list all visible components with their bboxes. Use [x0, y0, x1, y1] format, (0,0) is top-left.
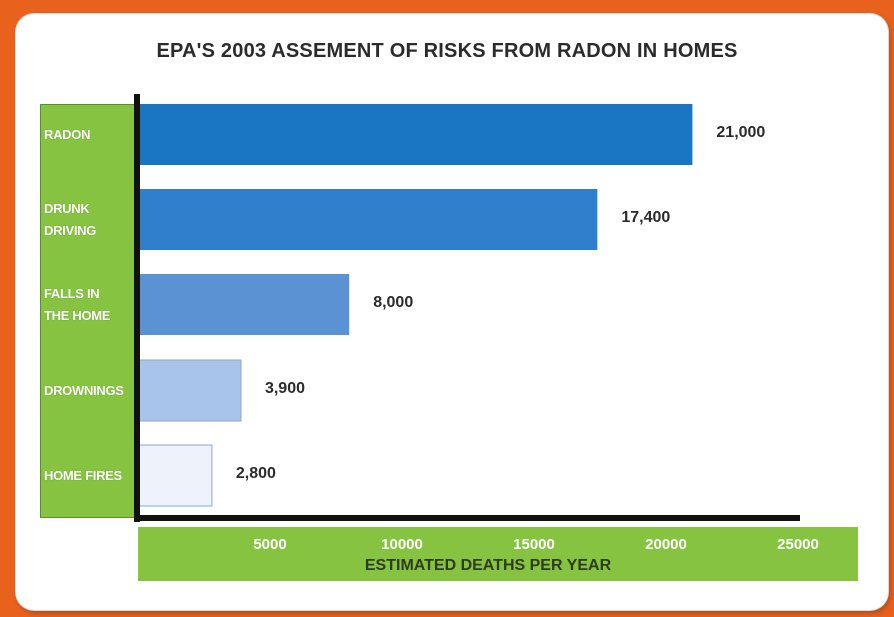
category-label-1: DRUNK DRIVING	[44, 198, 136, 242]
category-label-2: FALLS IN THE HOME	[44, 283, 136, 327]
value-label-4: 2,800	[236, 465, 276, 482]
bar-0	[139, 104, 693, 165]
x-axis-line	[134, 515, 800, 521]
category-label-3: DROWNINGS	[44, 380, 136, 402]
x-tick-label-4: 25000	[777, 536, 819, 553]
category-label-1-line-1: DRIVING	[44, 222, 97, 238]
x-tick-label-0: 5000	[253, 536, 286, 553]
value-label-0: 21,000	[716, 124, 765, 141]
category-label-2-line-0: FALLS IN	[44, 285, 100, 301]
y-axis-line	[134, 94, 140, 522]
value-label-3: 3,900	[265, 380, 305, 397]
category-panel	[40, 104, 136, 518]
chart-title: EPA'S 2003 ASSEMENT OF RISKS FROM RADON …	[156, 40, 738, 62]
category-label-0-line-0: RADON	[44, 126, 91, 142]
category-label-1-line-0: DRUNK	[44, 200, 90, 216]
bar-1	[139, 189, 598, 250]
x-tick-label-3: 20000	[645, 536, 687, 553]
category-label-2-line-1: THE HOME	[44, 307, 111, 323]
x-tick-label-2: 15000	[513, 536, 555, 553]
x-tick-label-1: 10000	[381, 536, 423, 553]
x-axis-title: ESTIMATED DEATHS PER YEAR	[364, 557, 612, 574]
bar-2	[139, 274, 350, 335]
category-label-0: RADON	[44, 124, 136, 146]
value-label-1: 17,400	[621, 209, 670, 226]
bar-4	[138, 444, 213, 507]
category-label-3-line-0: DROWNINGS	[44, 382, 124, 398]
category-label-4: HOME FIRES	[44, 465, 136, 487]
bar-3	[138, 359, 242, 422]
category-label-4-line-0: HOME FIRES	[44, 467, 122, 483]
x-axis-panel	[138, 527, 858, 581]
value-label-2: 8,000	[373, 294, 413, 311]
